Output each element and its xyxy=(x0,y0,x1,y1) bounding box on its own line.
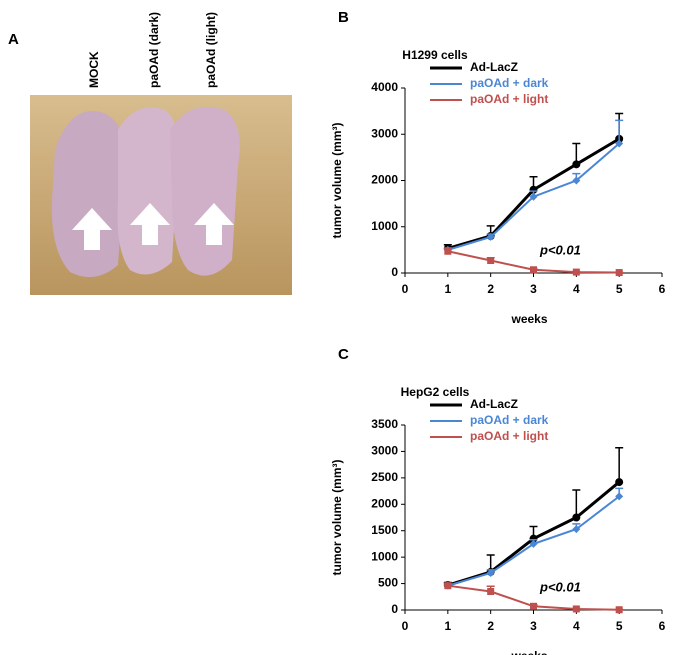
marker xyxy=(615,139,624,148)
photo-label: paOAd (dark) xyxy=(147,12,161,88)
photo-label: MOCK xyxy=(87,51,101,88)
marker xyxy=(615,606,623,614)
y-tick-label: 2000 xyxy=(371,496,398,510)
marker xyxy=(615,269,623,277)
marker xyxy=(530,602,537,610)
marker xyxy=(444,582,452,590)
marker xyxy=(572,268,580,276)
x-tick-label: 5 xyxy=(616,282,623,296)
legend-label: Ad-LacZ xyxy=(470,397,518,411)
marker xyxy=(572,513,581,522)
x-tick-label: 3 xyxy=(530,619,537,633)
x-tick-label: 2 xyxy=(487,282,494,296)
panel-label: C xyxy=(338,346,349,363)
y-tick-label: 0 xyxy=(391,265,398,279)
x-tick-label: 6 xyxy=(659,282,666,296)
x-tick-label: 2 xyxy=(487,619,494,633)
x-tick-label: 1 xyxy=(444,282,451,296)
x-tick-label: 5 xyxy=(616,619,623,633)
y-axis-label: tumor volume (mm³) xyxy=(330,122,344,238)
y-tick-label: 2500 xyxy=(371,470,398,484)
x-tick-label: 4 xyxy=(573,619,580,633)
y-axis-label: tumor volume (mm³) xyxy=(330,459,344,575)
legend-label: paOAd + dark xyxy=(470,76,549,90)
photo-label: paOAd (light) xyxy=(204,12,218,88)
panel-label: A xyxy=(8,31,19,48)
y-tick-label: 3000 xyxy=(371,444,398,458)
panel-label: B xyxy=(338,9,349,26)
y-tick-label: 4000 xyxy=(371,80,398,94)
annotation: p<0.01 xyxy=(539,579,581,594)
photo xyxy=(30,95,292,295)
marker xyxy=(529,539,538,548)
marker xyxy=(487,588,495,595)
marker xyxy=(529,192,538,201)
marker xyxy=(487,257,495,265)
annotation: p<0.01 xyxy=(539,242,581,257)
error-bar xyxy=(572,489,581,518)
y-tick-label: 3500 xyxy=(371,417,398,431)
x-tick-label: 3 xyxy=(530,282,537,296)
x-axis-label: weeks xyxy=(510,312,547,326)
x-tick-label: 6 xyxy=(659,619,666,633)
marker xyxy=(486,232,495,241)
x-tick-label: 4 xyxy=(573,282,580,296)
y-tick-label: 1500 xyxy=(371,523,398,537)
marker xyxy=(530,266,537,274)
y-tick-label: 0 xyxy=(391,602,398,616)
marker xyxy=(572,176,581,185)
y-tick-label: 500 xyxy=(378,576,398,590)
y-tick-label: 1000 xyxy=(371,219,398,233)
marker xyxy=(486,569,495,577)
legend-label: paOAd + light xyxy=(470,92,548,106)
marker xyxy=(529,534,538,543)
marker xyxy=(572,605,580,613)
chart-title: H1299 cells xyxy=(402,48,468,62)
x-tick-label: 0 xyxy=(402,619,409,633)
marker xyxy=(444,247,452,255)
marker xyxy=(572,525,581,534)
chart-title: HepG2 cells xyxy=(401,385,470,399)
x-tick-label: 1 xyxy=(444,619,451,633)
y-tick-label: 2000 xyxy=(371,173,398,187)
legend-label: paOAd + light xyxy=(470,429,548,443)
legend-label: paOAd + dark xyxy=(470,413,549,427)
legend-label: Ad-LacZ xyxy=(470,60,518,74)
marker xyxy=(615,492,624,501)
x-tick-label: 0 xyxy=(402,282,409,296)
marker xyxy=(572,160,581,169)
y-tick-label: 1000 xyxy=(371,549,398,563)
marker xyxy=(615,478,624,487)
error-bar xyxy=(615,446,624,483)
y-tick-label: 3000 xyxy=(371,126,398,140)
x-axis-label: weeks xyxy=(510,649,547,655)
